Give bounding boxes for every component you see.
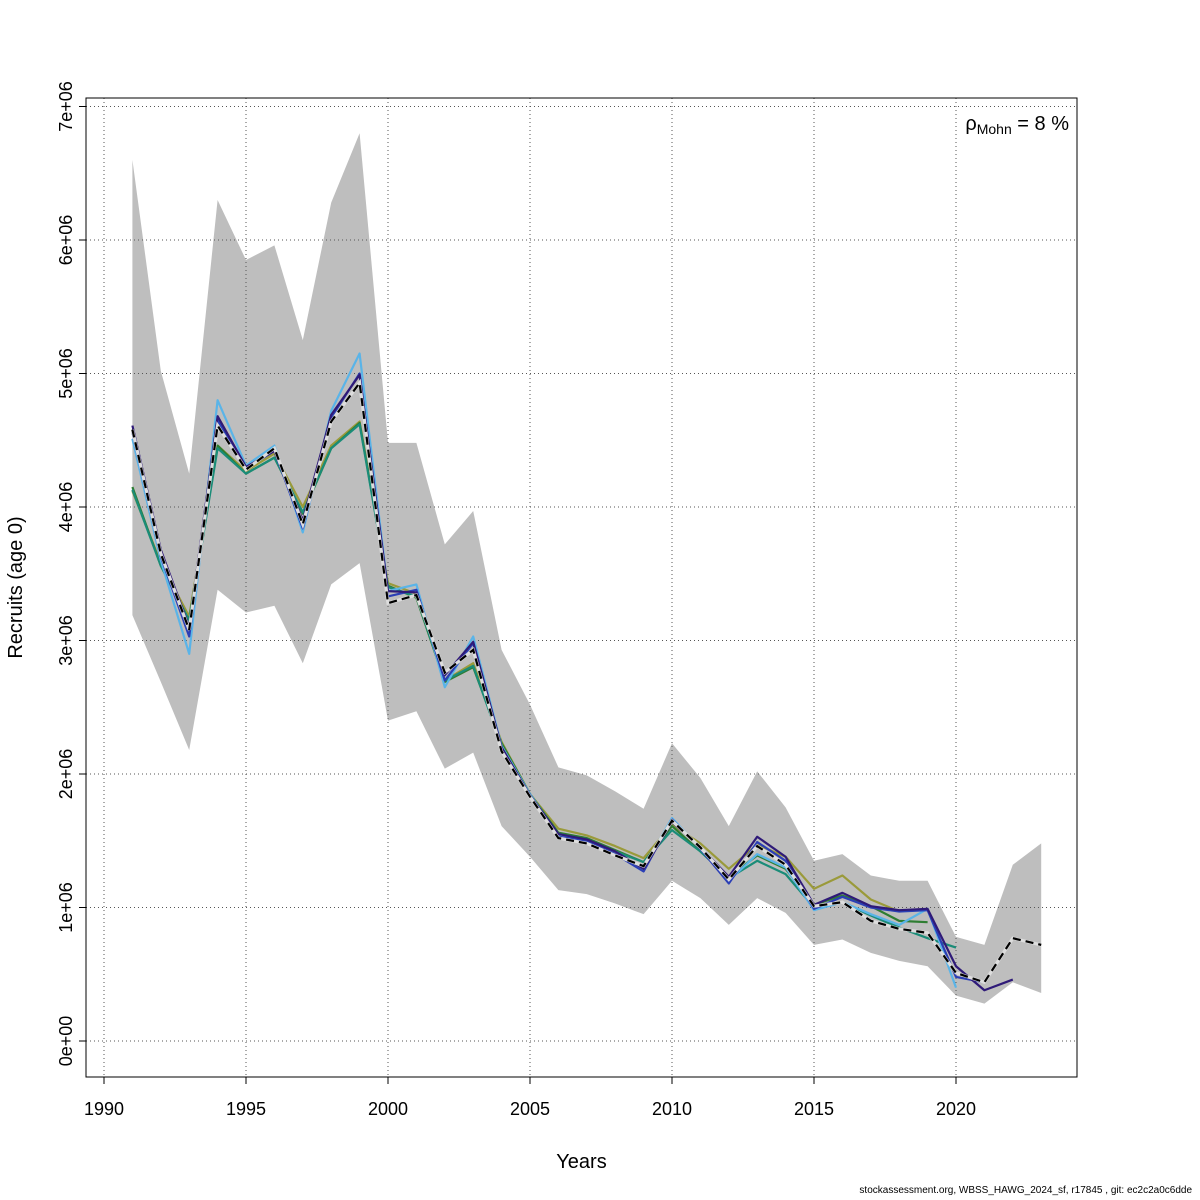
y-tick-label-4: 4e+06 [56,482,76,533]
x-tick-label-2020: 2020 [936,1099,976,1119]
y-axis-title: Recruits (age 0) [5,516,27,658]
x-tick-label-2005: 2005 [510,1099,550,1119]
y-tick-label-6: 6e+06 [56,215,76,266]
x-tick-label-2015: 2015 [794,1099,834,1119]
y-tick-label-2: 2e+06 [56,749,76,800]
y-tick-label-0: 0e+00 [56,1016,76,1067]
y-tick-label-5: 5e+06 [56,348,76,399]
x-axis-title: Years [556,1151,606,1173]
x-tick-label-1995: 1995 [226,1099,266,1119]
y-tick-label-3: 3e+06 [56,615,76,666]
series-lines [130,352,1042,992]
rho-symbol: ρ [965,113,976,135]
x-axis: 1990 1995 2000 2005 2010 2015 2020 [84,1076,976,1119]
mohn-rho-annotation: ρMohn = 8 % [965,113,1069,137]
y-axis: 0e+00 1e+06 2e+06 3e+06 4e+06 5e+06 6e+06 7e+06 [56,81,87,1067]
footer-credit: stockassessment.org, WBSS_HAWG_2024_sf, … [859,1185,1192,1196]
y-tick-label-1: 1e+06 [56,882,76,933]
y-tick-label-7: 7e+06 [56,81,76,132]
rho-value: = 8 % [1012,113,1069,135]
x-tick-label-2010: 2010 [652,1099,692,1119]
confidence-band [132,133,1042,1004]
x-tick-label-1990: 1990 [84,1099,124,1119]
confidence-band-layer [132,133,1042,1004]
rho-subscript: Mohn [977,121,1012,137]
x-tick-label-2000: 2000 [368,1099,408,1119]
series-line-halo-0 [130,378,1042,985]
